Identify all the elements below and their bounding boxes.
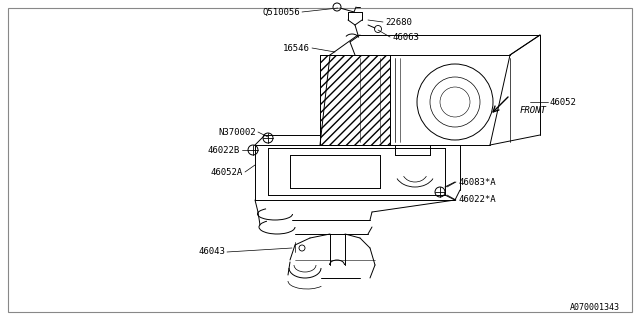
Text: Q510056: Q510056 (262, 7, 300, 17)
Text: 46052A: 46052A (211, 167, 243, 177)
Text: A070001343: A070001343 (570, 303, 620, 312)
Text: FRONT: FRONT (520, 106, 547, 115)
Text: 46022*A: 46022*A (458, 196, 495, 204)
Text: 46063: 46063 (392, 33, 419, 42)
Text: 16546: 16546 (283, 44, 310, 52)
Text: N370002: N370002 (218, 127, 256, 137)
Text: 46083*A: 46083*A (458, 178, 495, 187)
Text: 46043: 46043 (198, 247, 225, 257)
Text: 46022B: 46022B (208, 146, 240, 155)
Text: 22680: 22680 (385, 18, 412, 27)
Text: 46052: 46052 (550, 98, 577, 107)
